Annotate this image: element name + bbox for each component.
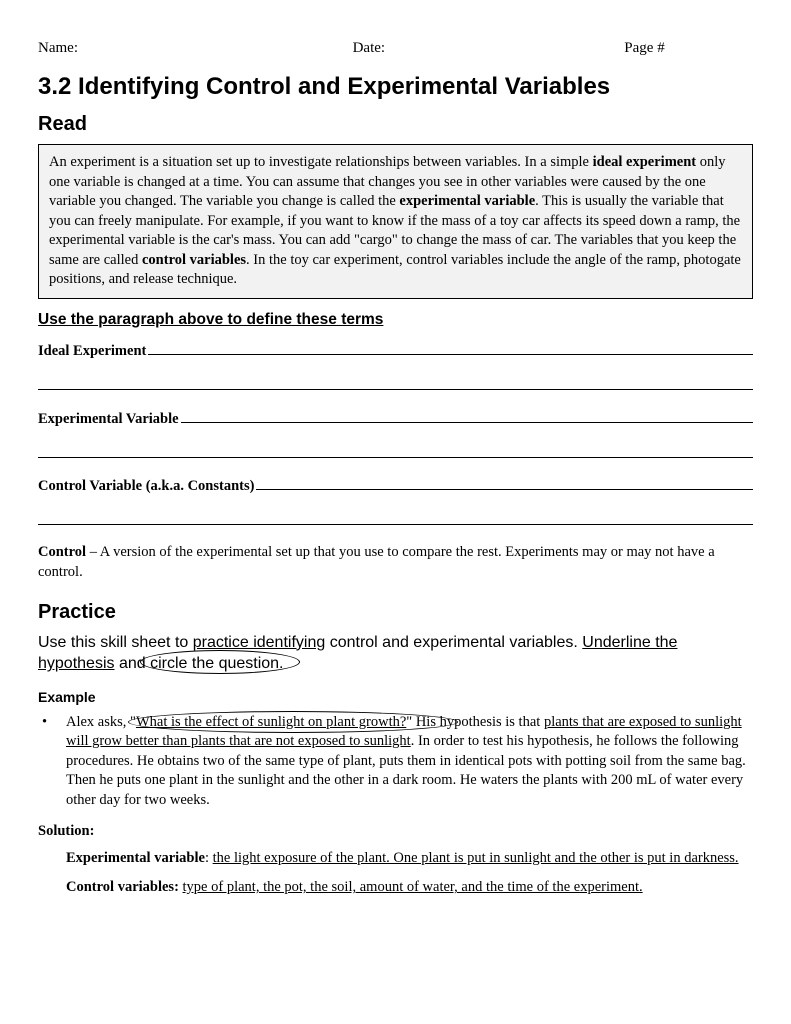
blank-line: [181, 408, 753, 423]
term-ideal-experiment: Ideal Experiment: [38, 341, 753, 361]
ideal-experiment-term: ideal experiment: [593, 154, 697, 170]
sol2-answer: type of plant, the pot, the soil, amount…: [183, 879, 643, 895]
date-field: Date:: [353, 40, 625, 57]
practice-instructions: Use this skill sheet to practice identif…: [38, 632, 753, 675]
read-text-1: An experiment is a situation set up to i…: [49, 154, 593, 170]
header-row: Name: Date: Page #: [38, 40, 753, 57]
blank-line: [38, 374, 753, 390]
control-label: Control: [38, 544, 86, 560]
solution-body: Experimental variable: the light exposur…: [38, 848, 753, 900]
ex-text-2: " His hypothesis is that: [406, 714, 544, 730]
term1-label: Ideal Experiment: [38, 343, 146, 360]
sol1-sep: :: [205, 850, 213, 866]
blank-line: [148, 341, 753, 356]
instr-text-1: Use this skill sheet to: [38, 634, 193, 651]
ex-text-1: Alex asks, ": [66, 714, 136, 730]
term2-label: Experimental Variable: [38, 411, 179, 428]
instr-text-3: and: [115, 655, 151, 672]
solution-control: Control variables: type of plant, the po…: [66, 877, 753, 899]
page-number-field: Page #: [624, 40, 753, 57]
instr-text-2: control and experimental variables.: [325, 634, 582, 651]
practice-heading: Practice: [38, 601, 753, 624]
bullet-icon: •: [38, 713, 66, 811]
name-field: Name:: [38, 40, 353, 57]
control-definition: Control – A version of the experimental …: [38, 543, 753, 582]
solution-label: Solution:: [38, 823, 753, 840]
page-title: 3.2 Identifying Control and Experimental…: [38, 73, 753, 101]
terms-heading: Use the paragraph above to define these …: [38, 311, 753, 329]
sol1-answer: the light exposure of the plant. One pla…: [213, 850, 739, 866]
experimental-variable-term: experimental variable: [399, 193, 535, 209]
blank-line: [256, 476, 753, 491]
sol2-label: Control variables:: [66, 879, 179, 895]
term-control-variable: Control Variable (a.k.a. Constants): [38, 476, 753, 496]
instr-circle-text: circle the question.: [150, 655, 283, 672]
blank-line: [38, 442, 753, 458]
control-text: – A version of the experimental set up t…: [38, 544, 715, 580]
read-heading: Read: [38, 113, 753, 136]
blank-line: [38, 509, 753, 525]
worksheet-page: Name: Date: Page # 3.2 Identifying Contr…: [0, 0, 791, 1024]
example-body: • Alex asks, "What is the effect of sunl…: [38, 713, 753, 811]
instr-underline-1: practice identifying: [193, 634, 326, 651]
example-label: Example: [38, 689, 753, 705]
term-experimental-variable: Experimental Variable: [38, 408, 753, 428]
example-text: Alex asks, "What is the effect of sunlig…: [66, 713, 753, 811]
sol1-label: Experimental variable: [66, 850, 205, 866]
ex-question: What is the effect of sunlight on plant …: [136, 714, 406, 730]
read-box: An experiment is a situation set up to i…: [38, 144, 753, 299]
term3-label: Control Variable (a.k.a. Constants): [38, 478, 254, 495]
control-variables-term: control variables: [142, 252, 246, 268]
solution-experimental: Experimental variable: the light exposur…: [66, 848, 753, 870]
